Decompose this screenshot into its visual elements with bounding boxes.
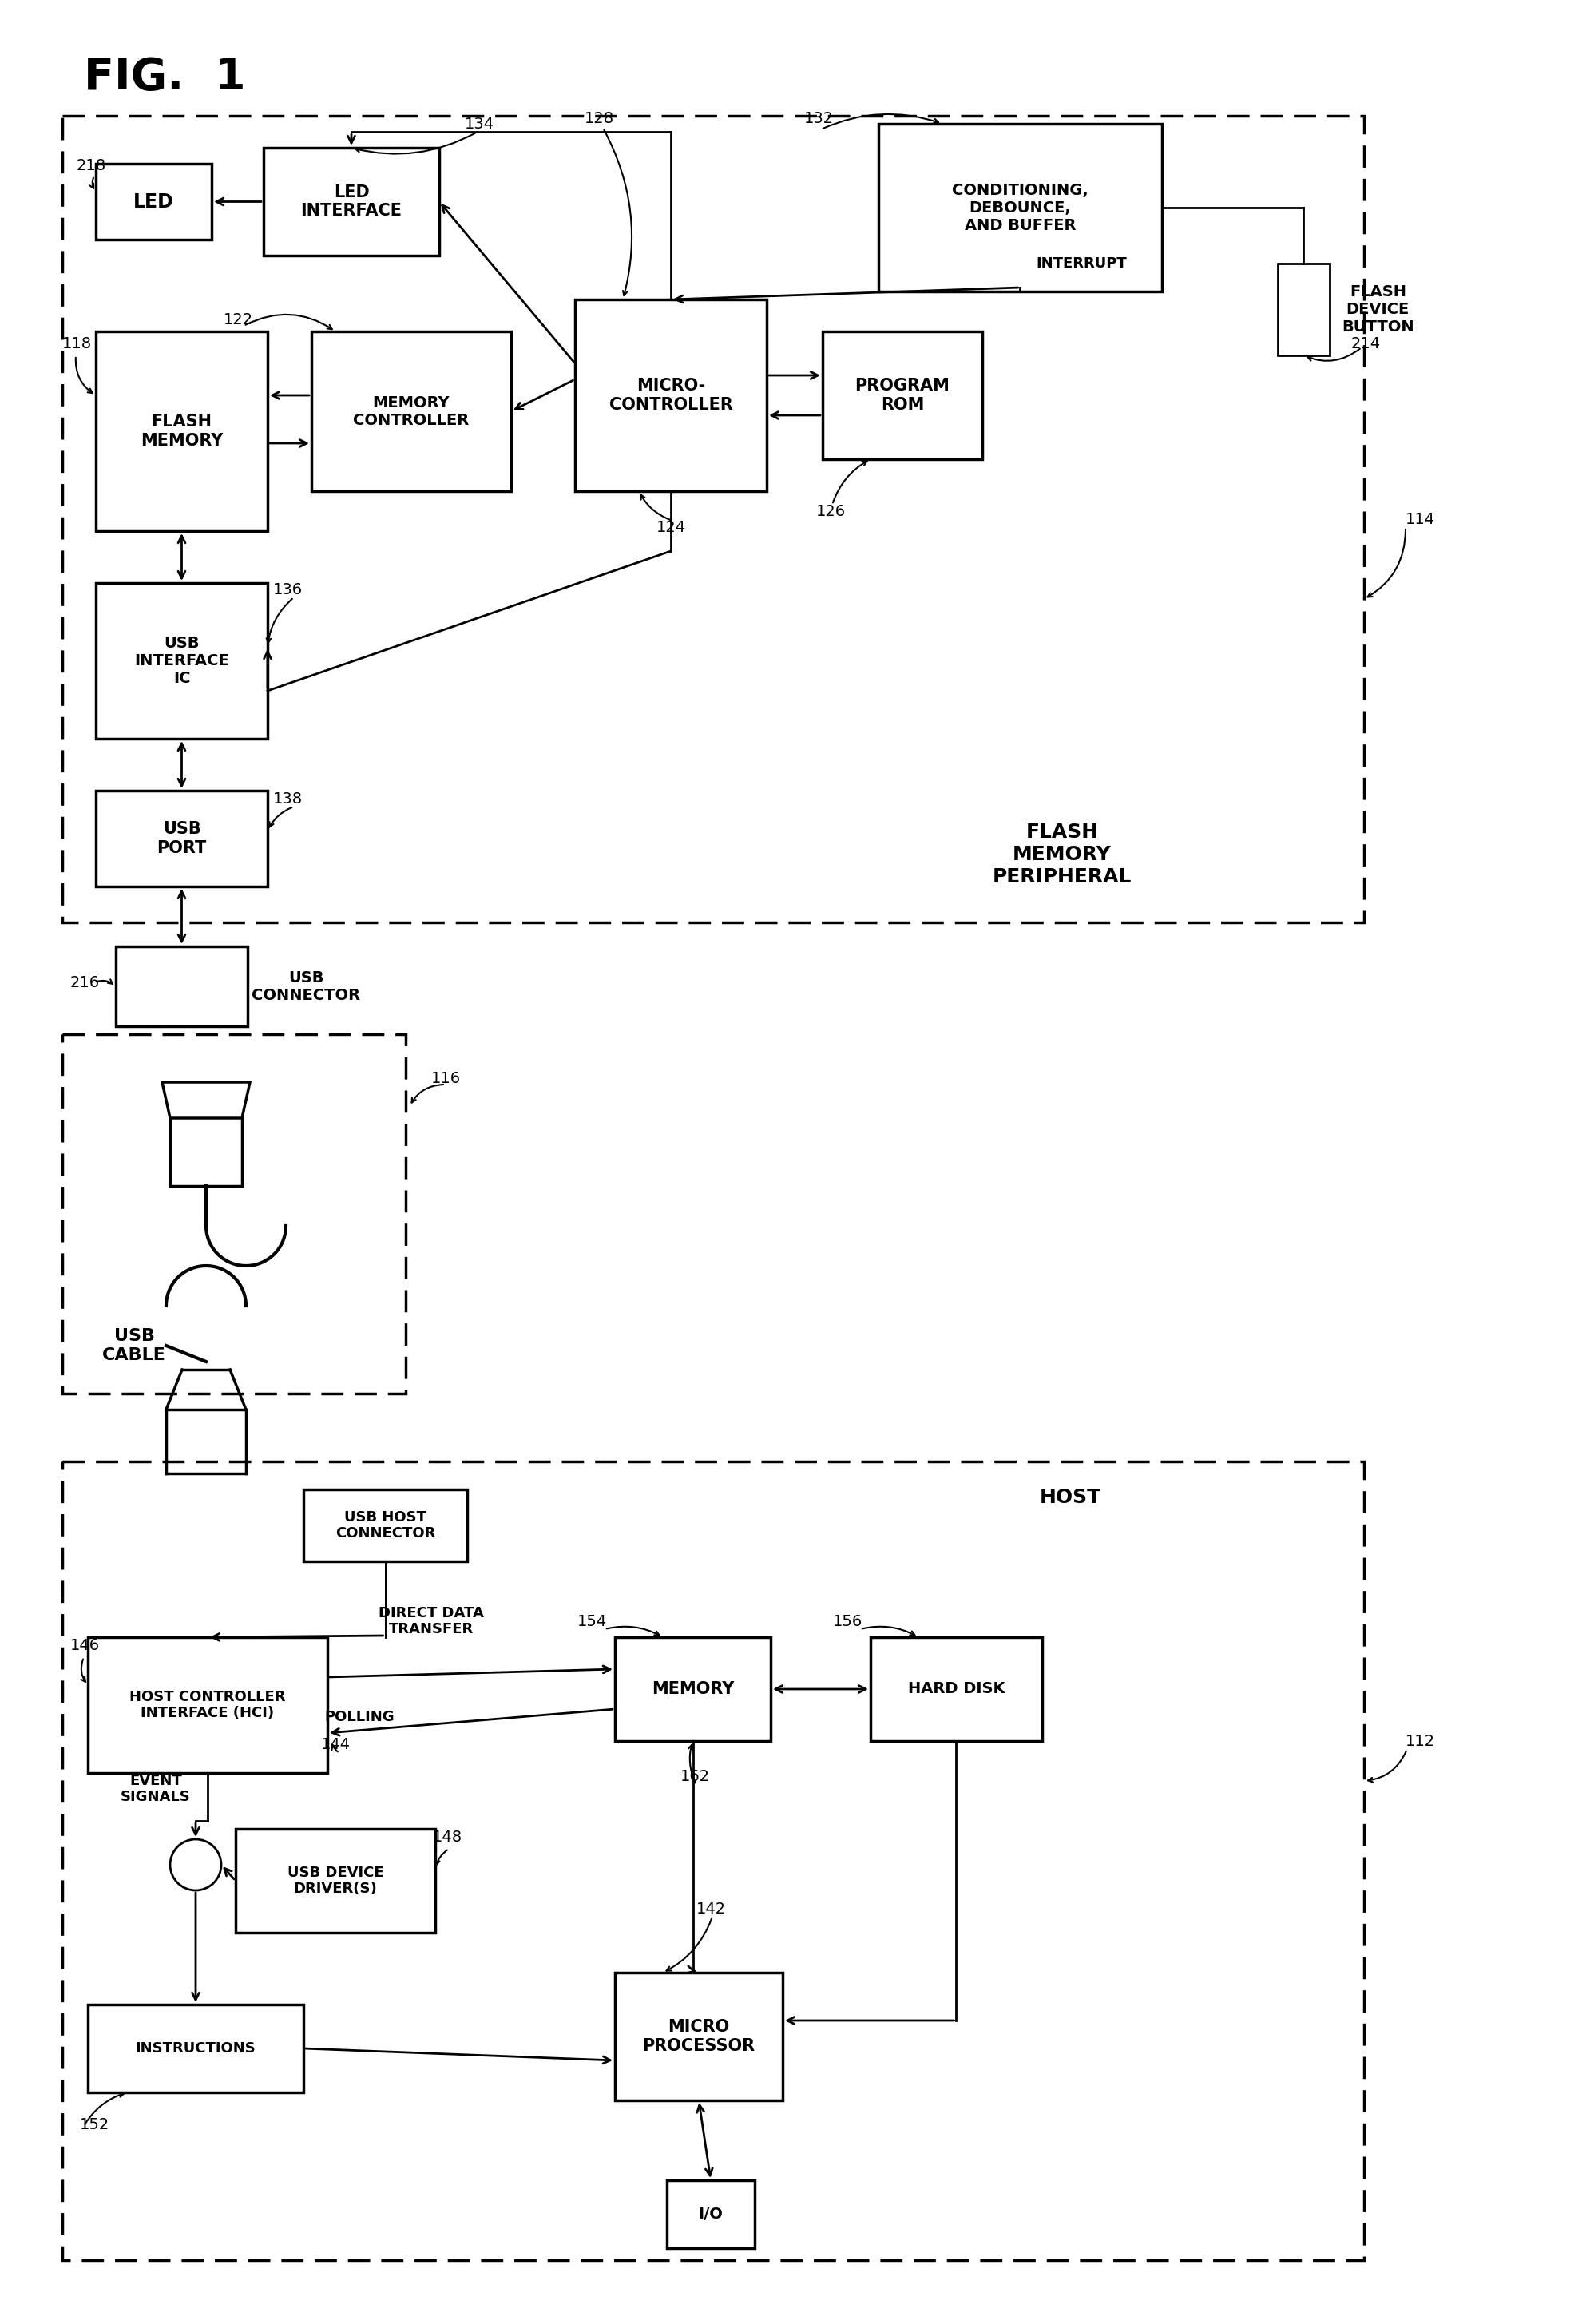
Text: 124: 124 — [657, 521, 685, 535]
Bar — [96, 332, 268, 532]
Circle shape — [171, 1838, 222, 1889]
Text: 112: 112 — [1406, 1734, 1435, 1748]
Text: FLASH
DEVICE
BUTTON: FLASH DEVICE BUTTON — [1342, 284, 1414, 335]
Bar — [263, 149, 440, 256]
Bar — [878, 123, 1162, 290]
Text: 132: 132 — [803, 112, 834, 125]
Bar — [96, 163, 212, 239]
Text: CONDITIONING,
DEBOUNCE,
AND BUFFER: CONDITIONING, DEBOUNCE, AND BUFFER — [952, 184, 1089, 232]
Text: HOST CONTROLLER
INTERFACE (HCI): HOST CONTROLLER INTERFACE (HCI) — [129, 1690, 285, 1720]
Text: 216: 216 — [70, 974, 100, 990]
Polygon shape — [163, 1083, 250, 1118]
Text: HOST: HOST — [1039, 1487, 1101, 1506]
Text: 136: 136 — [273, 581, 303, 597]
Text: MICRO-
CONTROLLER: MICRO- CONTROLLER — [609, 379, 733, 414]
Text: FLASH
MEMORY: FLASH MEMORY — [140, 414, 223, 449]
Bar — [823, 332, 982, 460]
Bar — [870, 1636, 1042, 1741]
Bar — [303, 1490, 467, 1562]
Text: 152: 152 — [80, 2117, 110, 2131]
Text: USB
CONNECTOR: USB CONNECTOR — [252, 969, 360, 1002]
Text: FIG.  1: FIG. 1 — [84, 56, 245, 100]
Text: MICRO
PROCESSOR: MICRO PROCESSOR — [642, 2020, 756, 2054]
Text: 118: 118 — [62, 337, 92, 351]
Bar — [116, 946, 247, 1027]
Bar — [666, 2180, 754, 2247]
Text: PROGRAM
ROM: PROGRAM ROM — [854, 379, 950, 414]
Text: USB
INTERFACE
IC: USB INTERFACE IC — [134, 637, 230, 686]
Text: 214: 214 — [1350, 337, 1380, 351]
Bar — [575, 300, 767, 490]
Text: 154: 154 — [577, 1613, 607, 1629]
Text: 144: 144 — [320, 1738, 351, 1752]
Text: 116: 116 — [432, 1071, 461, 1085]
Bar — [88, 2006, 303, 2092]
Text: USB HOST
CONNECTOR: USB HOST CONNECTOR — [335, 1511, 435, 1541]
Text: 126: 126 — [816, 504, 845, 518]
Text: MEMORY: MEMORY — [652, 1680, 735, 1697]
Text: EVENT
SIGNALS: EVENT SIGNALS — [121, 1773, 191, 1803]
Text: POLLING: POLLING — [325, 1710, 394, 1724]
Bar — [62, 116, 1364, 923]
Text: 128: 128 — [583, 112, 614, 125]
Bar — [236, 1829, 435, 1934]
Text: 218: 218 — [77, 158, 107, 172]
Text: 162: 162 — [681, 1769, 709, 1785]
Text: 148: 148 — [432, 1829, 462, 1845]
Text: HARD DISK: HARD DISK — [909, 1683, 1004, 1697]
Text: 156: 156 — [832, 1613, 862, 1629]
Text: DIRECT DATA
TRANSFER: DIRECT DATA TRANSFER — [379, 1606, 485, 1636]
Text: USB
PORT: USB PORT — [156, 820, 207, 855]
Text: INTERRUPT: INTERRUPT — [1036, 256, 1127, 270]
Bar — [615, 1636, 770, 1741]
Text: 134: 134 — [464, 116, 494, 132]
Bar — [1278, 263, 1329, 356]
Text: LED
INTERFACE: LED INTERFACE — [301, 184, 402, 218]
Bar — [96, 583, 268, 739]
Text: FLASH
MEMORY
PERIPHERAL: FLASH MEMORY PERIPHERAL — [993, 823, 1132, 885]
Bar — [615, 1973, 783, 2101]
Text: 114: 114 — [1406, 511, 1435, 528]
Text: INSTRUCTIONS: INSTRUCTIONS — [135, 2040, 257, 2057]
Text: 146: 146 — [70, 1638, 100, 1652]
Text: I/O: I/O — [698, 2205, 724, 2222]
Bar — [62, 1462, 1364, 2261]
Text: MEMORY
CONTROLLER: MEMORY CONTROLLER — [354, 395, 469, 428]
Text: 138: 138 — [273, 790, 303, 806]
Text: LED: LED — [134, 193, 174, 211]
Text: USB DEVICE
DRIVER(S): USB DEVICE DRIVER(S) — [287, 1866, 384, 1896]
Text: 122: 122 — [223, 311, 253, 328]
Bar — [62, 1034, 406, 1394]
Bar — [96, 790, 268, 885]
Text: 142: 142 — [697, 1901, 725, 1917]
Bar — [88, 1636, 327, 1773]
Bar — [311, 332, 512, 490]
Text: USB
CABLE: USB CABLE — [102, 1329, 166, 1362]
